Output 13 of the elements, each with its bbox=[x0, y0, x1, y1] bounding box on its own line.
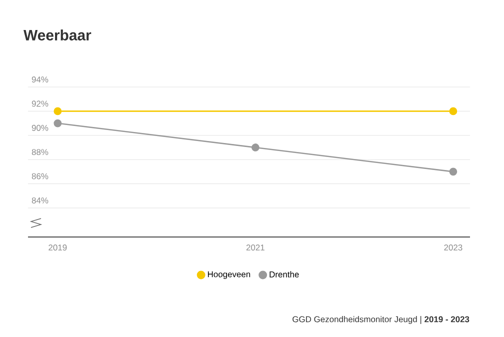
legend-label: Drenthe bbox=[270, 271, 299, 278]
legend-label: Hoogeveen bbox=[208, 271, 250, 279]
y-tick-label: 86% bbox=[32, 173, 48, 180]
y-tick-label: 94% bbox=[32, 76, 48, 82]
text: GGD Gezondheidsmonitor Jeugd | 2019 - 2023 bbox=[292, 316, 470, 324]
y-tick-label: 84% bbox=[32, 197, 48, 204]
x-tick-label: 2021 bbox=[246, 244, 264, 251]
y-tick-label: 90% bbox=[32, 124, 48, 131]
x-tick-label: 2023 bbox=[444, 244, 462, 251]
x-tick-label: 2019 bbox=[48, 244, 67, 251]
y-tick-label: 88% bbox=[32, 149, 48, 156]
chart-title: Weerbaar bbox=[24, 30, 92, 40]
y-tick-label: 92% bbox=[32, 100, 48, 107]
